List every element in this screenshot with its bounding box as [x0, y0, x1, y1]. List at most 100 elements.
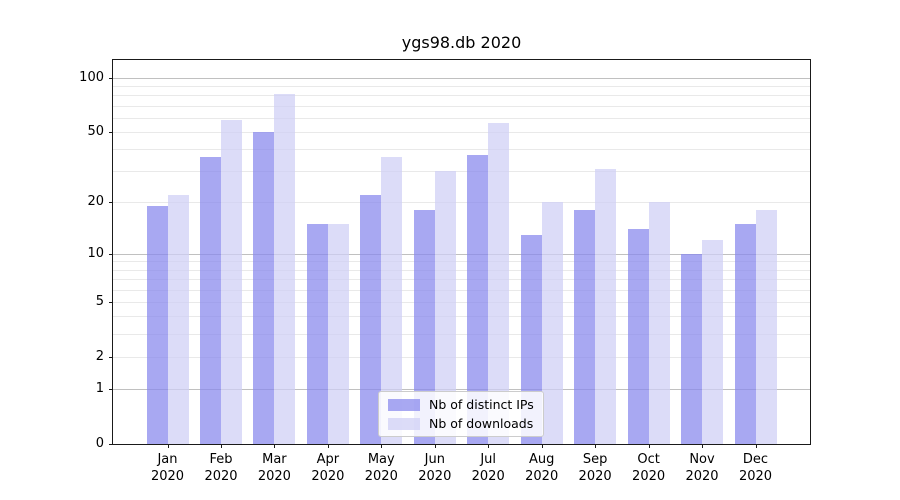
- x-tick-mark: [221, 444, 222, 448]
- y-tick-mark: [109, 77, 113, 79]
- bar-downloads-aug: [541, 202, 563, 444]
- gridline-minor: [113, 85, 810, 87]
- gridline-minor: [113, 316, 810, 318]
- x-tick-mark: [648, 444, 650, 448]
- chart-title: ygs98.db 2020: [401, 33, 522, 52]
- x-tick-label: Sep 2020: [565, 451, 625, 485]
- bar-downloads-nov: [702, 240, 723, 444]
- x-tick-month: Jun: [424, 452, 445, 467]
- x-tick-year: 2020: [685, 469, 719, 484]
- bar-distinct-ips-apr: [306, 223, 328, 444]
- x-tick-month: Aug: [528, 452, 555, 467]
- x-tick-mark: [595, 444, 597, 448]
- x-tick-label: Jul 2020: [458, 451, 518, 485]
- y-tick-label: 0: [95, 436, 104, 451]
- gridline-minor: [113, 131, 810, 133]
- x-tick-year: 2020: [578, 469, 612, 484]
- x-tick-year: 2020: [257, 469, 291, 484]
- legend-swatch-downloads: [388, 417, 420, 430]
- y-tick-label: 10: [87, 245, 104, 261]
- y-tick-label: 50: [87, 123, 104, 139]
- x-tick-label: Apr 2020: [298, 451, 358, 485]
- bar-downloads-dec: [755, 210, 777, 444]
- x-tick-year: 2020: [471, 469, 505, 484]
- bar-downloads-may: [381, 157, 403, 444]
- y-tick-mark: [109, 202, 113, 204]
- y-tick-mark: [109, 253, 113, 255]
- legend-label-downloads: Nb of downloads: [429, 416, 534, 431]
- x-tick-month: Oct: [637, 452, 660, 467]
- gridline-minor: [113, 171, 810, 173]
- y-tick-label: 20: [87, 194, 104, 210]
- x-tick-year: 2020: [311, 469, 345, 484]
- bar-downloads-apr: [327, 223, 349, 444]
- gridline-minor: [113, 261, 810, 263]
- x-tick-label: Oct 2020: [619, 451, 679, 485]
- x-tick-label: Jan 2020: [138, 451, 198, 485]
- legend-label-distinct-ips: Nb of distinct IPs: [429, 397, 534, 412]
- y-tick-mark: [109, 301, 113, 303]
- x-tick-mark: [702, 444, 703, 448]
- x-tick-label: May 2020: [351, 451, 411, 485]
- x-tick-year: 2020: [525, 469, 559, 484]
- x-tick-month: Feb: [209, 452, 233, 467]
- x-tick-month: Apr: [316, 452, 340, 467]
- bar-downloads-sep: [595, 168, 617, 444]
- y-tick-label: 2: [95, 348, 104, 364]
- bar-distinct-ips-sep: [574, 210, 596, 444]
- x-tick-year: 2020: [738, 469, 773, 484]
- x-tick-mark: [488, 444, 490, 448]
- gridline-minor: [113, 333, 810, 335]
- y-tick-mark: [109, 356, 113, 358]
- x-tick-mark: [755, 444, 757, 448]
- gridline-major: [113, 389, 810, 390]
- y-tick-label: 1: [95, 381, 104, 396]
- x-tick-mark: [274, 444, 276, 448]
- bar-distinct-ips-mar: [253, 131, 275, 444]
- gridline-minor: [113, 105, 810, 107]
- bar-distinct-ips-jan: [146, 206, 168, 444]
- x-tick-month: Mar: [262, 452, 287, 467]
- legend: Nb of distinct IPs Nb of downloads: [378, 391, 544, 437]
- x-tick-label: Dec 2020: [726, 451, 786, 485]
- x-tick-mark: [541, 444, 543, 448]
- gridline-minor: [113, 289, 810, 291]
- x-tick-year: 2020: [204, 469, 238, 484]
- legend-entry-downloads: Nb of downloads: [388, 416, 534, 431]
- gridline-major: [113, 77, 810, 79]
- legend-swatch-distinct-ips: [388, 398, 420, 411]
- gridline-minor: [113, 117, 810, 119]
- x-tick-mark: [167, 444, 169, 448]
- x-tick-year: 2020: [150, 469, 185, 484]
- x-tick-mark: [434, 444, 436, 448]
- plot-area: Nb of distinct IPs Nb of downloads: [112, 59, 811, 445]
- bar-distinct-ips-nov: [681, 253, 702, 444]
- bar-downloads-jul: [488, 123, 510, 444]
- bar-distinct-ips-oct: [627, 229, 649, 444]
- x-tick-mark: [327, 444, 329, 448]
- gridline-minor: [113, 95, 810, 97]
- y-tick-mark: [109, 389, 113, 390]
- x-tick-label: Feb 2020: [191, 451, 251, 485]
- x-tick-year: 2020: [632, 469, 666, 484]
- bar-distinct-ips-jul: [467, 155, 489, 444]
- bar-downloads-jan: [167, 195, 189, 444]
- legend-entry-distinct-ips: Nb of distinct IPs: [388, 397, 534, 412]
- bar-distinct-ips-feb: [200, 157, 221, 444]
- bar-distinct-ips-dec: [734, 223, 756, 444]
- gridline-minor: [113, 278, 810, 280]
- gridline-minor: [113, 301, 810, 303]
- bar-distinct-ips-may: [360, 195, 382, 444]
- x-tick-mark: [381, 444, 383, 448]
- y-tick-mark: [109, 444, 113, 445]
- bar-distinct-ips-jun: [413, 210, 435, 444]
- bar-downloads-oct: [648, 202, 670, 444]
- x-tick-label: Aug 2020: [512, 451, 572, 485]
- x-tick-month: May: [367, 452, 395, 467]
- y-tick-mark: [109, 131, 113, 133]
- x-tick-year: 2020: [364, 469, 398, 484]
- gridline-minor: [113, 356, 810, 358]
- x-tick-label: Jun 2020: [405, 451, 465, 485]
- x-tick-month: Jan: [157, 452, 178, 467]
